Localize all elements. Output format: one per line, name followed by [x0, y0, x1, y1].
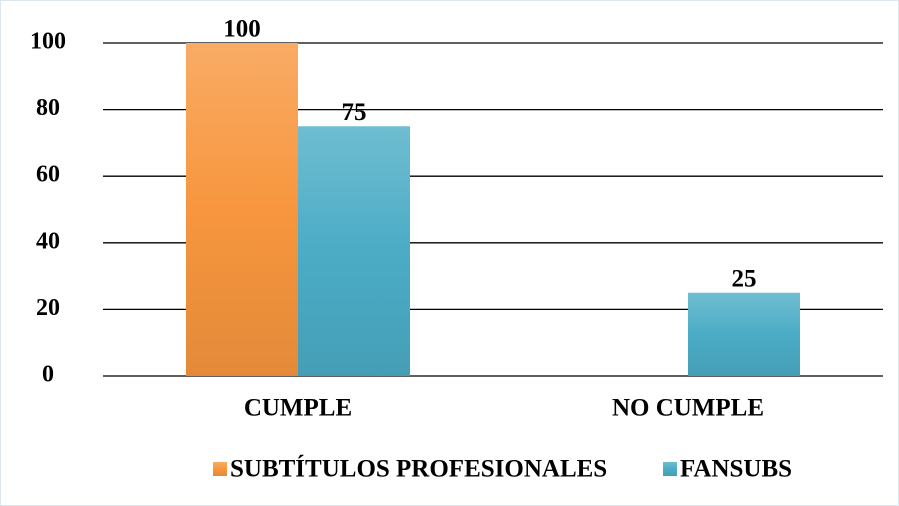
bar [298, 126, 410, 376]
bar [688, 292, 800, 376]
legend-swatch [663, 462, 677, 476]
y-tick-label: 0 [42, 362, 54, 388]
bar [186, 43, 298, 376]
data-label: 25 [732, 265, 757, 292]
x-tick-label: NO CUMPLE [612, 395, 764, 422]
y-tick-label: 80 [36, 95, 60, 121]
data-label: 75 [342, 99, 367, 126]
y-tick-label: 40 [36, 228, 60, 254]
data-label: 100 [223, 16, 261, 43]
legend-swatch [213, 462, 227, 476]
legend-label: FANSUBS [680, 456, 792, 483]
y-tick-label: 60 [36, 162, 60, 188]
y-tick-label: 20 [36, 295, 60, 321]
legend-label: SUBTÍTULOS PROFESIONALES [230, 455, 607, 483]
x-tick-label: CUMPLE [244, 395, 352, 422]
y-tick-label: 100 [30, 29, 66, 55]
